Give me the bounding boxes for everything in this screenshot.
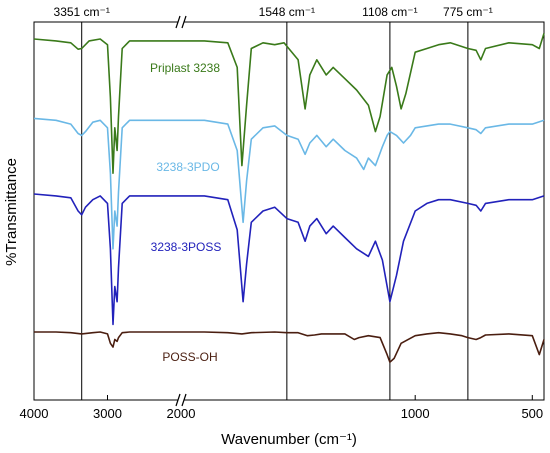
x-axis-title: Wavenumber (cm⁻¹) bbox=[221, 431, 357, 448]
axis-break-slash-left-bottom bbox=[175, 393, 181, 407]
reference-labels: 3351 cm⁻¹ 1548 cm⁻¹ 1108 cm⁻¹ 775 cm⁻¹ bbox=[54, 5, 493, 19]
series-line-poss-oh bbox=[34, 331, 545, 363]
reference-label-775: 775 cm⁻¹ bbox=[443, 5, 493, 19]
axis-break-slash-left-top bbox=[175, 15, 181, 29]
x-axis-ticks: 4000 3000 2000 1000 500 bbox=[20, 395, 543, 421]
y-axis-title: %Transmittance bbox=[3, 158, 20, 266]
series-group bbox=[33, 33, 545, 363]
x-tick-label-1000: 1000 bbox=[401, 406, 430, 421]
axis-break-gap-top bbox=[178, 16, 184, 28]
axis-break-slash-right-bottom bbox=[181, 393, 187, 407]
series-label-3238-3pdo: 3238-3PDO bbox=[156, 160, 219, 174]
x-tick-label-500: 500 bbox=[521, 406, 543, 421]
x-tick-label-2000: 2000 bbox=[167, 406, 196, 421]
axis-break-gap-bottom bbox=[178, 394, 184, 406]
reference-label-1548: 1548 cm⁻¹ bbox=[259, 5, 315, 19]
series-label-poss-oh: POSS-OH bbox=[162, 350, 217, 364]
series-label-3238-3poss: 3238-3POSS bbox=[151, 240, 222, 254]
x-tick-label-3000: 3000 bbox=[93, 406, 122, 421]
axis-break-slash-right-top bbox=[181, 15, 187, 29]
reference-label-3351: 3351 cm⁻¹ bbox=[54, 5, 110, 19]
series-labels: Priplast 3238 3238-3PDO 3238-3POSS POSS-OH bbox=[150, 61, 221, 364]
series-label-priplast-3238: Priplast 3238 bbox=[150, 61, 220, 75]
series-line-priplast-3238 bbox=[33, 33, 545, 174]
series-line-3238-3poss bbox=[33, 193, 545, 326]
plot-area bbox=[33, 21, 545, 401]
series-line-3238-3pdo bbox=[33, 117, 545, 250]
reference-label-1108: 1108 cm⁻¹ bbox=[362, 5, 417, 19]
axis-break-marks bbox=[175, 15, 187, 407]
x-tick-label-4000: 4000 bbox=[20, 406, 49, 421]
